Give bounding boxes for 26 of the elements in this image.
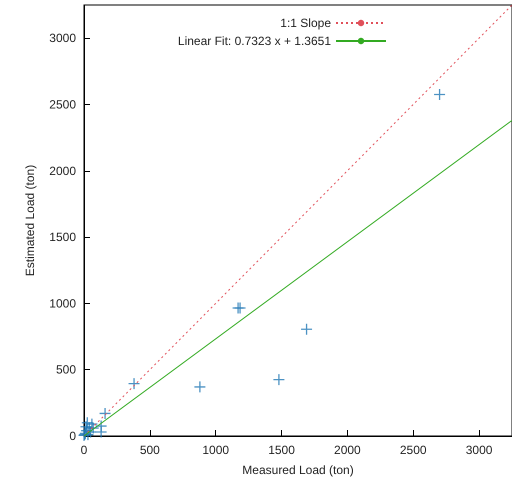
point (272, 373, 286, 386)
x-tick-label: 1500 (268, 443, 296, 457)
point (433, 88, 446, 101)
point (98, 407, 112, 420)
x-tick-label: 0 (80, 443, 88, 457)
y-tick-label: 2500 (49, 97, 76, 112)
legend-label: 1:1 Slope (280, 16, 332, 30)
x-tick-label: 3000 (466, 443, 493, 457)
y-tick-label: 1500 (49, 230, 76, 244)
y-tick-label: 1000 (49, 296, 76, 310)
point (194, 380, 206, 394)
x-tick-label: 2500 (400, 443, 427, 457)
point (300, 323, 313, 336)
point (82, 428, 94, 441)
point (128, 377, 140, 390)
x-tick-label: 500 (140, 443, 160, 457)
point (86, 418, 98, 430)
y-tick-label: 3000 (49, 31, 76, 46)
x-axis-title: Measured Load (ton) (242, 463, 354, 477)
legend-label: Linear Fit: 0.7323 x + 1.3651 (178, 34, 332, 48)
x-tick-label: 2000 (334, 443, 362, 457)
x-tick-label: 1000 (202, 443, 230, 457)
y-tick-label: 0 (69, 429, 76, 443)
y-tick-label: 500 (56, 362, 76, 377)
y-axis-title: Estimated Load (ton) (23, 164, 37, 276)
y-tick-label: 2000 (49, 164, 76, 178)
